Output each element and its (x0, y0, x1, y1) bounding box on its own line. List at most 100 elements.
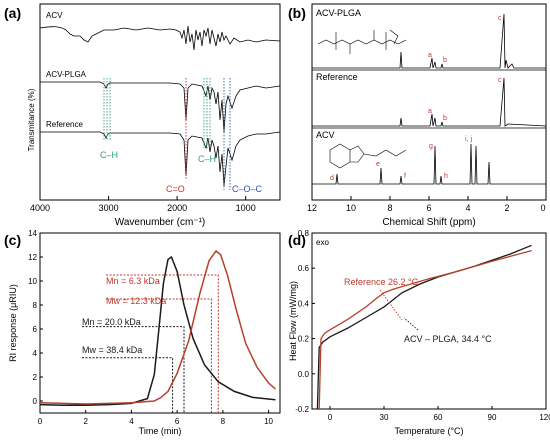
panel-c-ytick-label: 14 (28, 229, 37, 238)
panel-c-xtick-label: 8 (221, 417, 226, 426)
panel-b-xtick-label: 4 (465, 203, 470, 213)
panel-a-label-acv-plga: ACV-PLGA (46, 70, 87, 79)
panel-b-peak-label: c (498, 77, 502, 84)
panel-d-ann-acv-plga: ACV – PLGA, 34.4 °C (404, 334, 492, 344)
panel-d-ytick-label: 0.0 (298, 370, 310, 379)
panel-b-xtick-label: 2 (504, 203, 509, 213)
panel-d-ytick-label: 0.8 (298, 229, 310, 238)
panel-b-label-acv-plga: ACV-PLGA (316, 8, 361, 18)
panel-a-xlabel: Wavenumber (cm⁻¹) (115, 217, 205, 228)
panel-b-peak-label: f (404, 173, 406, 180)
panel-b-reference-line (312, 77, 547, 127)
panel-c-xlabel: Time (min) (139, 426, 182, 436)
panel-b-peak-label: a (428, 108, 432, 115)
panel-d-letter: (d) (288, 232, 306, 248)
panel-a-ylabel: Transmitance (%) (27, 88, 36, 151)
panel-a-xtick-label: 4000 (30, 203, 50, 213)
panel-b-peak-label: e (376, 161, 380, 168)
panel-d-ytick-label: 0.2 (298, 335, 310, 344)
panel-c-xtick-label: 0 (38, 417, 43, 426)
panel-c-ann-mn-ref: Mn = 6.3 kDa (106, 276, 160, 286)
panel-c-ylabel: RI response (μRIU) (8, 284, 18, 362)
panel-c-marker-line (82, 357, 174, 413)
panel-b-plga-structure (317, 29, 407, 54)
panel-c-ann-mw-ref: Mw = 12.3 kDa (106, 296, 166, 306)
panel-a-ann-coc: C–O–C (232, 184, 263, 194)
panel-b-peak-label: i, j (465, 136, 472, 143)
panel-c-yticks: 0 2 4 6 8 10 12 14 (28, 229, 43, 406)
panel-c-series-reference (39, 249, 276, 405)
panel-d-xticks: 0 30 60 90 120 (328, 406, 550, 422)
panel-a-acv-plga-line (40, 81, 281, 133)
panel-b-acv-plga-line (312, 13, 546, 69)
panel-c-ytick-label: 0 (33, 397, 38, 406)
panel-a-xtick-label: 2000 (167, 203, 187, 213)
panel-d-ytick-label: -0.2 (295, 405, 309, 414)
panel-c-ytick-label: 10 (28, 277, 37, 286)
panel-c-marker-line (82, 326, 185, 413)
panel-a: Transmitance (%) Wavenumber (cm⁻¹) ACV A… (27, 3, 281, 228)
panel-a-marker-coc (223, 78, 231, 190)
panel-c-marker-lines (82, 274, 219, 413)
panel-a-label-acv: ACV (46, 11, 63, 20)
panel-d-series-acv-plga (316, 244, 532, 410)
panel-d-ylabel: Heat Flow (mW/mg) (288, 281, 298, 361)
panel-a-frame (39, 3, 281, 201)
panel-d-ytick-label: 0.6 (298, 264, 310, 273)
panel-d-pointer-reference (379, 289, 403, 321)
panel-b-acv-line (312, 143, 546, 185)
panel-c-ann-mn-acv: Mn = 20.0 kDa (82, 317, 141, 327)
panel-b-frame (311, 3, 547, 201)
panel-b-xtick-label: 10 (346, 203, 356, 213)
panel-c-xtick-label: 6 (175, 417, 180, 426)
panel-a-reference-line (40, 131, 281, 187)
panel-c-frame (39, 232, 281, 414)
panel-b-peak-label: a (428, 52, 432, 59)
panel-c-xticks: 0 2 4 6 8 10 (38, 410, 274, 426)
panel-d-corner-label: exo (316, 238, 329, 247)
panel-d-xtick-label: 0 (328, 413, 333, 422)
panel-d-ytick-label: 0.4 (298, 299, 310, 308)
panel-b-xtick-label: 8 (387, 203, 392, 213)
panel-a-ann-ch-1: C–H (100, 150, 118, 160)
panel-b-xtick-label: 6 (426, 203, 431, 213)
panel-d-series-reference (318, 249, 532, 410)
panel-b-peak-label: b (443, 115, 447, 122)
panel-b-letter: (b) (288, 5, 306, 21)
panel-a-letter: (a) (4, 5, 21, 21)
panel-b-xtick-label: 12 (307, 203, 317, 213)
panel-a-ann-ch-2: C–H (198, 154, 216, 164)
panel-d-xtick-label: 60 (434, 413, 443, 422)
panel-c-series-acv-plga (39, 255, 276, 406)
panel-d-xtick-label: 120 (539, 413, 550, 422)
panel-c: RI response (μRIU) Time (min) 0 2 4 6 8 10 12 1… (8, 229, 281, 436)
panel-a-xtick-label: 3000 (99, 203, 119, 213)
panel-d-ann-reference: Reference 26.2 °C (344, 277, 419, 287)
panel-b-label-acv: ACV (316, 130, 335, 140)
panel-b-acv-structure (329, 143, 407, 169)
panel-c-ytick-label: 2 (33, 373, 38, 382)
panel-c-ytick-label: 6 (33, 325, 38, 334)
panel-d-pointer-acv-plga (403, 317, 419, 331)
panel-a-xtick-label: 1000 (236, 203, 256, 213)
panel-b-peak-label: d (330, 175, 334, 182)
panel-a-ann-co: C=O (166, 184, 185, 194)
panel-b-peak-label: h (444, 173, 448, 180)
panel-c-xtick-label: 4 (129, 417, 134, 426)
panel-c-ytick-label: 4 (33, 349, 38, 358)
panel-d-xtick-label: 30 (380, 413, 389, 422)
panel-c-xtick-label: 10 (264, 417, 273, 426)
panel-b-label-reference: Reference (316, 72, 358, 82)
panel-c-xtick-label: 2 (83, 417, 88, 426)
panel-c-ytick-label: 12 (28, 253, 37, 262)
panel-d-xlabel: Temperature (°C) (394, 426, 463, 436)
panel-d: exo Heat Flow (mW/mg) Temperature (°C) -… (288, 229, 550, 436)
panel-b: Chemical Shift (ppm) ACV-PLGA Reference … (307, 3, 547, 228)
panel-d-frame (311, 232, 547, 410)
panel-b-peak-label: b (443, 57, 447, 64)
panel-b-xtick-label: 0 (540, 203, 545, 213)
panel-d-yticks: -0.2 0.0 0.2 0.4 0.6 0.8 (295, 229, 315, 414)
panel-c-marker-line (106, 298, 212, 413)
panel-a-marker-ch-2 (203, 78, 211, 148)
panel-d-xtick-label: 90 (488, 413, 497, 422)
